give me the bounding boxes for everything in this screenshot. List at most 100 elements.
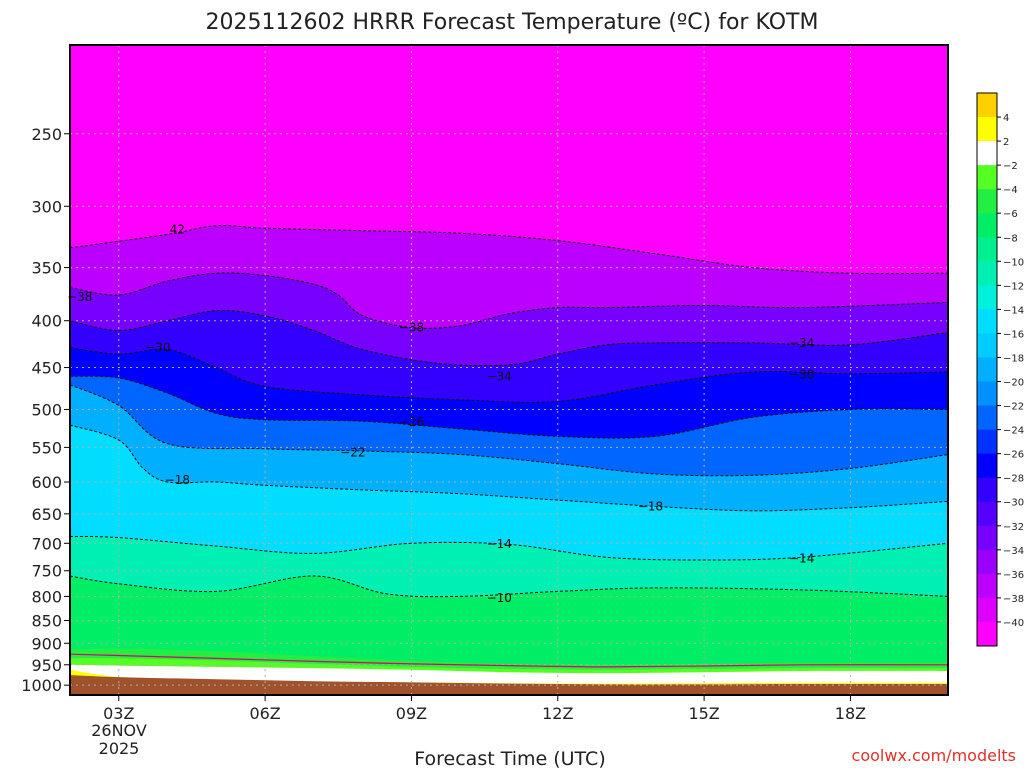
isotherm-line [69, 347, 949, 403]
isotherm-line [69, 272, 949, 329]
contour-label: −14 [789, 551, 814, 565]
y-tick-label: 350 [31, 259, 62, 278]
colorbar-swatch [977, 141, 997, 166]
y-tick-label: 500 [31, 400, 62, 419]
x-tick-label: 12Z [542, 704, 573, 723]
y-tick-label: 800 [31, 587, 62, 606]
date-label-year: 2025 [99, 739, 140, 758]
contour-label: −34 [487, 369, 512, 383]
colorbar-swatch [977, 117, 997, 142]
isotherm-line [69, 309, 949, 367]
colorbar-swatch [977, 501, 997, 527]
colorbar-label: 2 [1003, 137, 1009, 148]
colorbar-swatch [977, 93, 997, 118]
colorbar-label: −2 [1003, 161, 1018, 172]
colorbar-swatch [977, 285, 997, 310]
y-tick-label: 700 [31, 534, 62, 553]
colorbar-label: −30 [1003, 498, 1024, 509]
colorbar-swatch [977, 333, 997, 358]
colorbar-label: −40 [1003, 618, 1024, 629]
contour-label: −30 [145, 341, 170, 355]
contour-label: −30 [789, 368, 814, 382]
colorbar-frame [976, 92, 998, 647]
grid-lines [70, 45, 948, 695]
colorbar-swatch [977, 621, 997, 647]
x-tick-label: 18Z [835, 704, 866, 723]
y-tick-label: 450 [31, 359, 62, 378]
colorbar-legend: 4 2 −2 −4 −6 −8 −10 −12 −14 −16 −18 −20 −22 −24 −26 −28… [976, 92, 1024, 647]
y-tick-label: 1000 [21, 676, 62, 695]
y-tick-label: 950 [31, 656, 62, 675]
colorbar-swatch [977, 549, 997, 575]
colorbar-swatch [977, 477, 997, 503]
colorbar-label: −36 [1003, 570, 1024, 581]
contour-labels: −38 −30 42 −18 −22 −26 −38 −34 −14 −10 −18 −34 −30 −1… [67, 222, 814, 604]
contour-label: −26 [399, 415, 424, 429]
colorbar-label: −12 [1003, 281, 1024, 292]
colorbar-label: −18 [1003, 353, 1024, 364]
colorbar-swatch [977, 261, 997, 286]
x-axis-time-ticks: 03Z 06Z 09Z 12Z 15Z 18Z [103, 695, 866, 723]
colorbar-swatch [977, 189, 997, 214]
colorbar-label: −20 [1003, 378, 1024, 389]
colorbar-swatch [977, 165, 997, 190]
colorbar-label: −26 [1003, 450, 1024, 461]
isotherm-line [69, 575, 949, 598]
y-tick-label: 750 [31, 562, 62, 581]
colorbar-swatch [977, 453, 997, 479]
isotherm-line [69, 384, 949, 477]
isotherm-line [69, 424, 949, 512]
colorbar-label: −10 [1003, 257, 1024, 268]
y-tick-label: 850 [31, 612, 62, 631]
date-label-day: 26NOV [91, 721, 147, 740]
colorbar-swatch [977, 309, 997, 334]
contour-label: −10 [487, 591, 512, 605]
x-tick-label: 03Z [103, 704, 134, 723]
colorbar-swatch [977, 357, 997, 383]
colorbar-swatch [977, 525, 997, 551]
colorbar-swatch [977, 213, 997, 238]
contour-label: −38 [67, 290, 92, 304]
colorbar-swatch [977, 429, 997, 455]
x-tick-label: 15Z [688, 704, 719, 723]
colorbar-label: −16 [1003, 329, 1024, 340]
isotherm-line [69, 375, 949, 439]
colorbar-swatch [977, 597, 997, 623]
y-tick-label: 300 [31, 197, 62, 216]
contour-label: −18 [165, 473, 190, 487]
colorbar-label: −24 [1003, 426, 1024, 437]
colorbar-label: −6 [1003, 209, 1018, 220]
x-axis-label: Forecast Time (UTC) [414, 748, 605, 768]
y-tick-label: 550 [31, 438, 62, 457]
colorbar-label: −34 [1003, 546, 1024, 557]
colorbar-label: −28 [1003, 474, 1024, 485]
y-tick-label: 900 [31, 634, 62, 653]
colorbar-swatch [977, 405, 997, 431]
contour-label: 42 [170, 222, 185, 236]
contour-label: −22 [340, 445, 365, 459]
colorbar-label: 4 [1003, 113, 1009, 124]
colorbar-label: −14 [1003, 305, 1024, 316]
temperature-fill-bands [70, 45, 948, 695]
colorbar-swatch [977, 573, 997, 599]
colorbar-label: −4 [1003, 185, 1018, 196]
colorbar-label: −32 [1003, 522, 1024, 533]
chart-title: 2025112602 HRRR Forecast Temperature (ºC… [206, 10, 819, 35]
plot-frame [69, 44, 949, 696]
isotherm-contours [69, 224, 949, 668]
contour-label: −14 [487, 537, 512, 551]
colorbar-swatch [977, 381, 997, 407]
contour-label: −18 [638, 499, 663, 513]
isotherm-line [69, 535, 949, 561]
colorbar-swatch [977, 237, 997, 262]
site-credit[interactable]: coolwx.com/modelts [852, 746, 1016, 765]
colorbar-label: −38 [1003, 594, 1024, 605]
y-tick-label: 600 [31, 473, 62, 492]
isotherm-line [69, 224, 949, 275]
contour-label: −38 [399, 321, 424, 335]
freezing-line [69, 653, 949, 668]
y-axis-pressure-ticks: 250 300 350 400 450 500 550 600 650 700 750 800 850 9… [21, 125, 70, 695]
x-tick-label: 09Z [396, 704, 427, 723]
y-tick-label: 400 [31, 312, 62, 331]
